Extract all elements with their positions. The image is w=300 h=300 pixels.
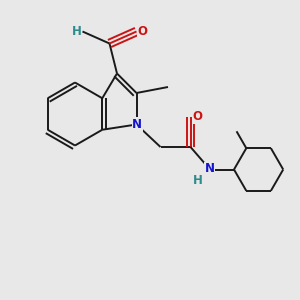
Text: H: H bbox=[72, 25, 81, 38]
Text: O: O bbox=[137, 25, 148, 38]
Text: H: H bbox=[193, 174, 202, 188]
Text: N: N bbox=[132, 118, 142, 131]
Text: O: O bbox=[192, 110, 202, 124]
Text: N: N bbox=[204, 162, 214, 176]
